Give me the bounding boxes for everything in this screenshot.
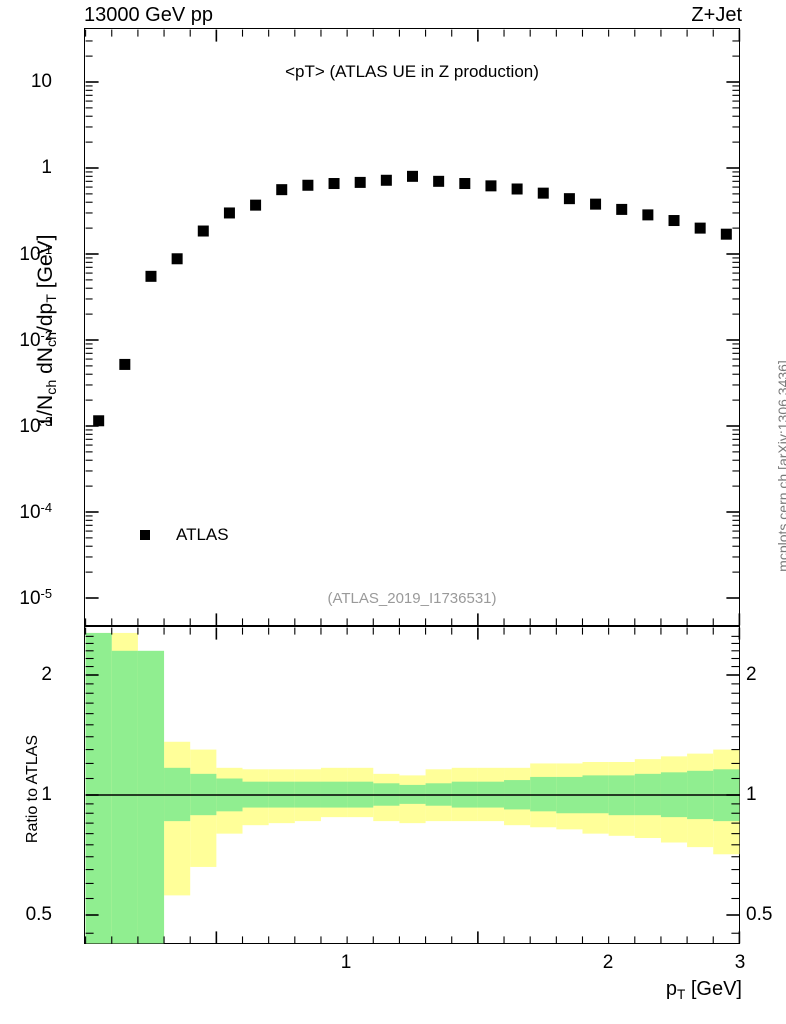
y-tick-label-1e-1: 10-1 bbox=[19, 242, 52, 265]
legend: ATLAS bbox=[140, 525, 229, 545]
source-credit: mcplots.cern.ch [arXiv:1306.3436] bbox=[775, 360, 786, 572]
process-label: Z+Jet bbox=[691, 4, 742, 26]
x-tick-label-2: 2 bbox=[602, 952, 614, 973]
x-tick-label-1: 1 bbox=[340, 952, 352, 973]
ratio-plot-panel bbox=[84, 626, 740, 944]
ratio-tick-label-1-right: 1 bbox=[746, 784, 757, 805]
y-tick-label-1e-5: 10-5 bbox=[19, 586, 52, 609]
y-tick-label-1e-2: 10-2 bbox=[19, 328, 52, 351]
legend-marker-atlas bbox=[140, 530, 150, 540]
x-axis-label: pT [GeV] bbox=[665, 978, 742, 1002]
main-plot-panel bbox=[84, 28, 740, 626]
y-tick-label-1e-3: 10-3 bbox=[19, 414, 52, 437]
analysis-id-watermark: (ATLAS_2019_I1736531) bbox=[327, 590, 497, 607]
y-tick-label-10: 10 bbox=[30, 71, 52, 92]
ratio-tick-label-2-right: 2 bbox=[746, 664, 757, 685]
legend-label-atlas: ATLAS bbox=[176, 525, 229, 544]
x-tick-label-3: 3 bbox=[734, 952, 746, 973]
ratio-tick-label-05-right: 0.5 bbox=[746, 904, 773, 925]
y-axis-label-ratio: Ratio to ATLAS bbox=[24, 734, 41, 844]
y-tick-label-1e-4: 10-4 bbox=[19, 500, 52, 523]
y-tick-label-1: 1 bbox=[41, 157, 52, 178]
ratio-tick-label-1-left: 1 bbox=[41, 784, 52, 805]
ratio-tick-label-2-left: 2 bbox=[41, 664, 52, 685]
plot-title: <pT> (ATLAS UE in Z production) bbox=[285, 62, 539, 81]
ratio-tick-label-05-left: 0.5 bbox=[25, 904, 52, 925]
beam-energy-label: 13000 GeV pp bbox=[84, 4, 213, 26]
